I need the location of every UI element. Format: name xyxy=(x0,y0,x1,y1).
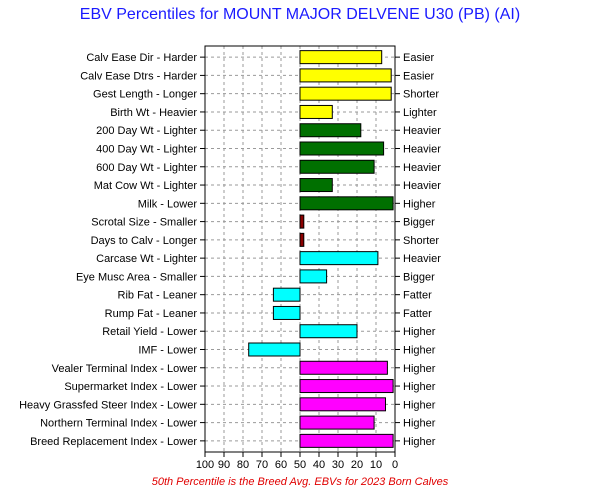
trait-bar xyxy=(299,68,392,83)
direction-label: Higher xyxy=(403,418,436,430)
trait-label: Milk - Lower xyxy=(138,198,198,210)
trait-label: Mat Cow Wt - Lighter xyxy=(94,180,198,192)
chart-footnote: 50th Percentile is the Breed Avg. EBVs f… xyxy=(151,476,449,488)
trait-label: Vealer Terminal Index - Lower xyxy=(52,363,198,375)
trait-bar xyxy=(299,379,394,394)
trait-bar xyxy=(299,415,375,430)
trait-bar xyxy=(272,287,301,302)
trait-label: 400 Day Wt - Lighter xyxy=(96,144,197,156)
trait-bar xyxy=(299,251,379,266)
direction-label: Heavier xyxy=(403,180,441,192)
x-tick-label: 80 xyxy=(237,459,249,471)
trait-bar xyxy=(299,196,394,211)
trait-label: 200 Day Wt - Lighter xyxy=(96,125,197,137)
trait-label: Rib Fat - Leaner xyxy=(118,290,198,302)
direction-label: Bigger xyxy=(403,271,435,283)
x-tick-label: 40 xyxy=(313,459,325,471)
trait-label: Heavy Grassfed Steer Index - Lower xyxy=(19,399,197,411)
direction-label: Heavier xyxy=(403,125,441,137)
trait-label: Calv Ease Dtrs - Harder xyxy=(80,70,197,82)
direction-label: Heavier xyxy=(403,162,441,174)
x-tick-label: 70 xyxy=(256,459,268,471)
x-tick-label: 60 xyxy=(275,459,287,471)
x-tick-label: 10 xyxy=(370,459,382,471)
x-tick-label: 30 xyxy=(332,459,344,471)
trait-labels: Calv Ease Dir - Harder Calv Ease Dtrs - H… xyxy=(19,52,197,448)
direction-label: Lighter xyxy=(403,107,437,119)
direction-label: Shorter xyxy=(403,89,439,101)
trait-label: Calv Ease Dir - Harder xyxy=(86,52,197,64)
trait-label: Northern Terminal Index - Lower xyxy=(40,418,197,430)
direction-label: Fatter xyxy=(403,290,432,302)
trait-label: Gest Length - Longer xyxy=(93,89,197,101)
direction-label: Easier xyxy=(403,52,435,64)
direction-label: Shorter xyxy=(403,235,439,247)
trait-bar xyxy=(299,397,386,412)
trait-bar xyxy=(272,305,301,320)
trait-label: Birth Wt - Heavier xyxy=(110,107,197,119)
direction-label: Easier xyxy=(403,70,435,82)
x-axis-ticks: 100 90 80 70 60 50 40 30 20 10 0 xyxy=(196,56,400,471)
trait-label: Retail Yield - Lower xyxy=(102,326,197,338)
direction-labels: Easier Easier Shorter Lighter Heavier Heavier… xyxy=(403,52,441,448)
direction-label: Higher xyxy=(403,381,436,393)
x-tick-label: 90 xyxy=(218,459,230,471)
trait-bar xyxy=(299,269,328,284)
trait-label: Eye Musc Area - Smaller xyxy=(76,271,197,283)
x-tick-label: 50 xyxy=(294,459,306,471)
trait-label: Breed Replacement Index - Lower xyxy=(30,436,197,448)
trait-bar xyxy=(299,214,305,229)
trait-bar xyxy=(299,232,305,247)
direction-label: Higher xyxy=(403,363,436,375)
direction-label: Heavier xyxy=(403,253,441,265)
trait-bar xyxy=(299,433,394,448)
trait-label: Carcase Wt - Lighter xyxy=(96,253,197,265)
trait-label: 600 Day Wt - Lighter xyxy=(96,162,197,174)
trait-bar xyxy=(299,178,333,193)
trait-label: Supermarket Index - Lower xyxy=(64,381,197,393)
trait-bar xyxy=(299,324,358,339)
trait-label: Scrotal Size - Smaller xyxy=(91,217,197,229)
direction-label: Higher xyxy=(403,326,436,338)
trait-bar xyxy=(299,123,362,138)
trait-bar xyxy=(248,342,301,357)
x-tick-label: 20 xyxy=(351,459,363,471)
trait-bar xyxy=(299,86,392,101)
direction-label: Fatter xyxy=(403,308,432,320)
direction-label: Higher xyxy=(403,198,436,210)
direction-label: Higher xyxy=(403,436,436,448)
direction-label: Bigger xyxy=(403,217,435,229)
trait-label: IMF - Lower xyxy=(138,345,197,357)
bars xyxy=(248,50,394,448)
x-tick-label: 0 xyxy=(392,459,398,471)
trait-bar xyxy=(299,50,383,65)
trait-label: Days to Calv - Longer xyxy=(91,235,198,247)
trait-bar xyxy=(299,104,333,119)
trait-bar xyxy=(299,141,385,156)
chart-title: EBV Percentiles for MOUNT MAJOR DELVENE … xyxy=(79,6,521,23)
x-tick-label: 100 xyxy=(196,459,214,471)
trait-bar xyxy=(299,360,388,375)
direction-label: Higher xyxy=(403,399,436,411)
direction-label: Higher xyxy=(403,345,436,357)
trait-label: Rump Fat - Leaner xyxy=(105,308,198,320)
trait-bar xyxy=(299,159,375,174)
direction-label: Heavier xyxy=(403,144,441,156)
